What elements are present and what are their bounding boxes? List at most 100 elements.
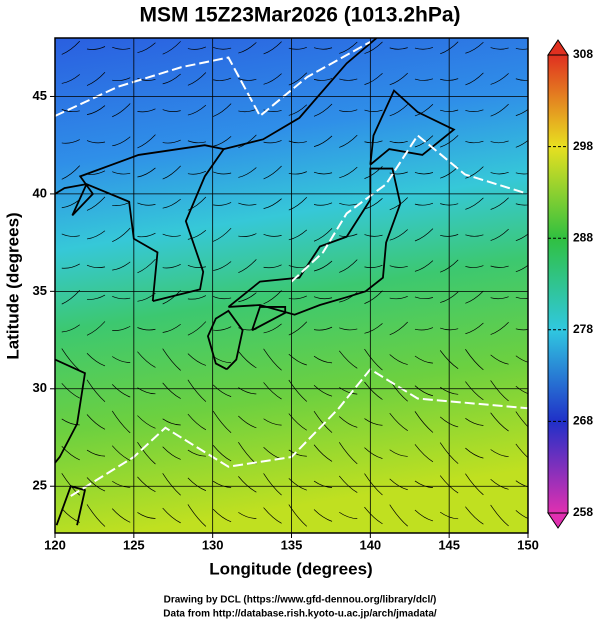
colorbar-min-arrow [547, 512, 569, 529]
streamline [313, 260, 333, 272]
streamline [515, 78, 528, 81]
streamline [313, 509, 333, 522]
streamline [465, 41, 484, 54]
streamline [263, 348, 282, 371]
y-tick-label: 25 [33, 478, 47, 493]
streamline [339, 416, 358, 428]
streamline [288, 413, 307, 431]
streamline [364, 506, 383, 525]
streamline [212, 445, 232, 462]
coastline [227, 167, 402, 316]
streamline [112, 325, 131, 331]
streamline [111, 445, 131, 461]
streamline [389, 140, 408, 144]
streamline [112, 136, 131, 147]
streamline [61, 139, 80, 144]
streamline [111, 508, 131, 523]
streamline [490, 47, 509, 50]
streamline [187, 140, 206, 144]
streamline [313, 202, 333, 206]
streamline [288, 478, 307, 491]
streamline [162, 418, 181, 426]
streamline [313, 385, 333, 397]
y-tick-label: 40 [33, 185, 47, 200]
streamline [338, 442, 358, 465]
streamline [339, 233, 358, 237]
streamline [389, 504, 408, 527]
streamline [162, 233, 181, 237]
streamline [137, 134, 156, 149]
streamline [263, 290, 282, 305]
streamline [465, 322, 484, 335]
streamline [238, 167, 257, 178]
streamline [465, 265, 484, 268]
colorbar-tick-label: 268 [573, 414, 593, 428]
streamline [61, 290, 81, 305]
streamline [238, 233, 257, 237]
streamline [162, 264, 181, 269]
streamline [238, 351, 257, 369]
streamline [86, 352, 106, 367]
credit: Drawing by DCL (https://www.gfd-dennou.o… [164, 595, 437, 606]
streamline [515, 385, 528, 395]
y-tick-label: 45 [33, 88, 47, 103]
streamline [86, 477, 106, 492]
streamline [263, 507, 282, 524]
streamline [490, 296, 509, 300]
title: MSM 15Z23Mar2026 (1013.2hPa) [140, 4, 461, 27]
streamline [389, 265, 408, 268]
streamline [313, 444, 333, 462]
streamline [162, 139, 181, 144]
streamline [490, 103, 509, 117]
streamline [364, 290, 383, 304]
streamline [288, 104, 308, 116]
streamline [162, 290, 181, 305]
streamline [389, 72, 408, 86]
streamline [465, 418, 484, 426]
contour [55, 41, 371, 118]
streamline [515, 48, 528, 50]
streamline [465, 140, 484, 144]
streamline [490, 478, 509, 490]
streamline [111, 384, 131, 398]
streamline [61, 446, 80, 461]
plot-frame [54, 37, 529, 534]
streamline [187, 477, 207, 491]
streamline [263, 109, 282, 112]
streamline [490, 265, 509, 268]
streamline [515, 480, 528, 488]
streamline [137, 512, 156, 519]
streamline [414, 172, 434, 175]
streamline [263, 198, 282, 209]
streamline [212, 227, 232, 242]
streamline [86, 46, 106, 50]
streamline [414, 260, 434, 272]
streamline [212, 410, 232, 434]
streamline [339, 511, 358, 519]
streamline [187, 196, 207, 211]
streamline [288, 321, 308, 336]
streamline [515, 328, 528, 331]
streamline [162, 109, 181, 112]
streamline [86, 72, 106, 86]
streamline [263, 382, 282, 400]
streamline [238, 512, 257, 519]
streamline [61, 40, 81, 55]
streamline [213, 47, 232, 50]
streamline [364, 323, 383, 334]
streamline [465, 349, 484, 371]
streamline [187, 295, 207, 300]
streamline [414, 385, 434, 397]
streamline [61, 165, 81, 180]
streamline [414, 355, 433, 364]
streamline [86, 196, 106, 211]
streamline [339, 327, 358, 331]
streamline [187, 449, 206, 457]
streamline [414, 202, 434, 206]
streamline [187, 504, 207, 527]
streamline [137, 327, 156, 331]
streamline [187, 170, 207, 175]
streamline [112, 171, 131, 175]
streamline [162, 473, 181, 496]
streamline [364, 109, 383, 112]
